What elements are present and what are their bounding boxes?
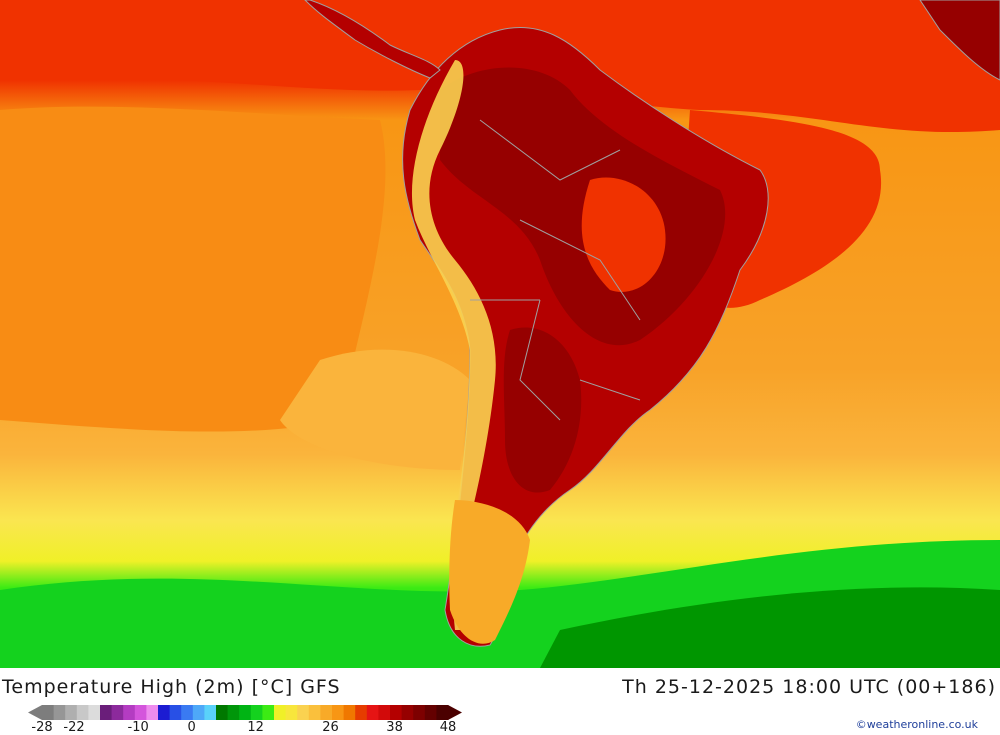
legend-cell [239, 705, 252, 720]
legend-cell [216, 705, 229, 720]
legend-cell [401, 705, 414, 720]
credit-link[interactable]: ©weatheronline.co.uk [855, 718, 978, 731]
legend-cell [297, 705, 310, 720]
legend-cell [204, 705, 217, 720]
legend-tick-label: 48 [439, 720, 457, 735]
legend-cell [366, 705, 379, 720]
southern-dark-band [540, 587, 1000, 668]
map-timestamp: Th 25-12-2025 18:00 UTC (00+186) [622, 676, 996, 698]
legend-cell [390, 705, 403, 720]
legend-cell [308, 705, 321, 720]
legend-tick-label: 0 [187, 720, 196, 735]
legend-cell [262, 705, 275, 720]
legend-cell [100, 705, 113, 720]
legend-cell [169, 705, 182, 720]
amazon-dark-core [440, 67, 726, 346]
map-title: Temperature High (2m) [°C] GFS [2, 676, 341, 698]
legend-cell [274, 705, 287, 720]
legend-cell [123, 705, 136, 720]
patagonia [449, 500, 530, 644]
legend-tick-label: -10 [127, 720, 149, 735]
legend-cell [424, 705, 437, 720]
legend-tick-label: 26 [322, 720, 339, 735]
pacific-warm-zone [0, 106, 386, 432]
legend-cell [181, 705, 194, 720]
map-footer: Temperature High (2m) [°C] GFS Th 25-12-… [0, 668, 1000, 735]
legend-cell [134, 705, 147, 720]
legend-cell [378, 705, 391, 720]
legend-cell [227, 705, 240, 720]
legend-cell [192, 705, 205, 720]
legend-cell [158, 705, 171, 720]
legend-cell [343, 705, 356, 720]
legend-cell [53, 705, 66, 720]
legend-cell [65, 705, 78, 720]
legend-tick-label: 12 [247, 720, 264, 735]
legend-cell [436, 705, 449, 720]
legend-cell [76, 705, 89, 720]
andes-strip [411, 60, 496, 630]
legend-cell [111, 705, 124, 720]
legend-tick-label: -28 [31, 720, 53, 735]
legend-cell [413, 705, 426, 720]
legend-cell [146, 705, 159, 720]
legend-tick-label: 38 [386, 720, 403, 735]
country-borders [470, 119, 641, 421]
legend-cell [285, 705, 298, 720]
legend-max-arrow [448, 705, 462, 720]
central-america [304, 0, 441, 79]
legend-cell [320, 705, 333, 720]
pacific-mild-zone [280, 349, 470, 470]
legend-min-arrow [28, 705, 42, 720]
temperature-map [0, 0, 1000, 668]
legend-cell [250, 705, 263, 720]
legend-cell [332, 705, 345, 720]
legend-cell [42, 705, 55, 720]
legend-tick-label: -22 [63, 720, 85, 735]
legend-cell [355, 705, 368, 720]
color-scale-legend [28, 705, 462, 720]
legend-cell [88, 705, 101, 720]
